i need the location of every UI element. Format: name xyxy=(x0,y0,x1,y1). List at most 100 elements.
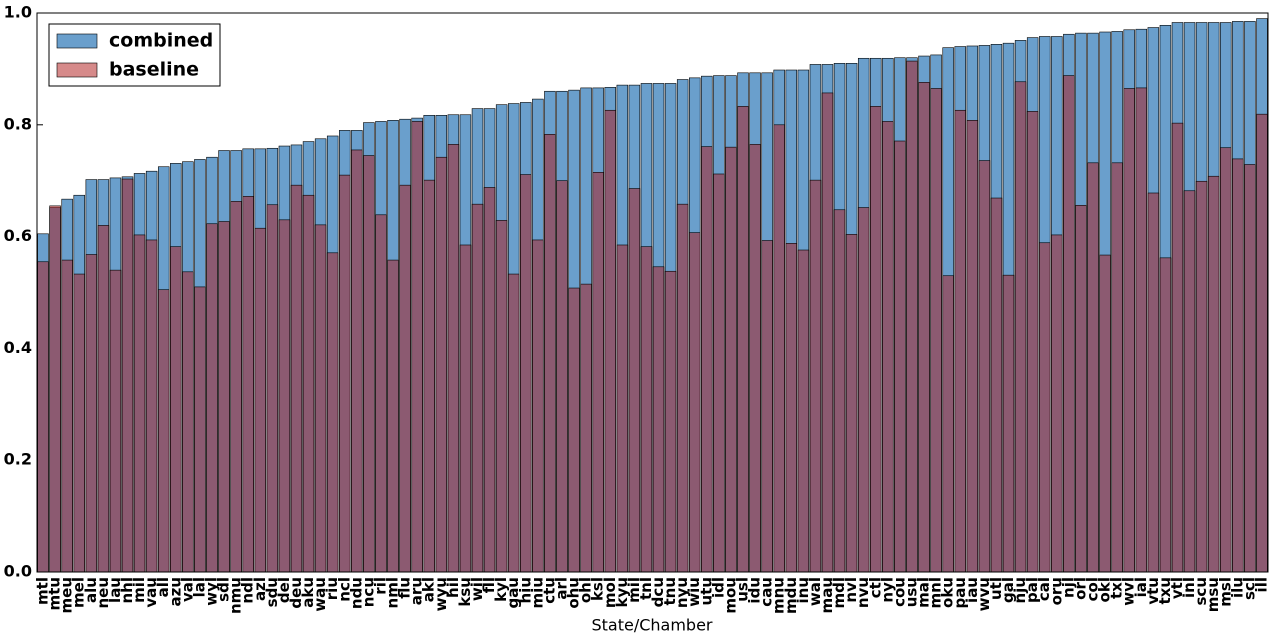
bar xyxy=(49,205,61,573)
bar xyxy=(870,106,882,573)
x-tick-label: aru xyxy=(408,577,426,605)
x-tick-label: wiu xyxy=(685,577,703,607)
bar xyxy=(242,196,254,573)
y-tick-label: 0.2 xyxy=(4,450,32,469)
x-tick-label: tnl xyxy=(637,577,655,600)
x-tick-label: oru xyxy=(1047,577,1065,605)
bar xyxy=(568,287,580,573)
x-tick-label: kyu xyxy=(613,577,631,607)
x-tick-label: mel xyxy=(70,577,88,608)
bar xyxy=(1207,175,1220,573)
x-tick-label: gal xyxy=(999,577,1017,603)
x-tick-label: ial xyxy=(1132,577,1150,597)
x-tick-label: ctu xyxy=(540,577,558,604)
bar xyxy=(97,225,110,573)
x-tick-label: fll xyxy=(480,577,498,593)
x-tick-label: msu xyxy=(1204,577,1222,612)
bar xyxy=(1038,242,1051,573)
y-tick-label: 0.0 xyxy=(4,562,32,581)
x-tick-label: usu xyxy=(902,577,920,607)
x-tick-label: riu xyxy=(323,577,341,600)
x-tick-label: nmu xyxy=(227,577,245,614)
bar xyxy=(713,173,725,573)
x-tick-label: azl xyxy=(251,577,269,601)
bar xyxy=(544,134,556,573)
bar xyxy=(1026,111,1039,573)
x-tick-label: wvl xyxy=(1120,577,1138,606)
x-tick-label: tnu xyxy=(661,577,679,606)
bar xyxy=(1099,254,1111,573)
x-tick-label: ncl xyxy=(335,577,353,602)
x-tick-label: mal xyxy=(915,577,933,608)
legend-swatch xyxy=(56,33,98,49)
x-tick-label: ksu xyxy=(456,577,474,607)
bar xyxy=(966,120,979,573)
bar xyxy=(930,88,942,573)
x-tick-label: nvl xyxy=(842,577,860,603)
x-tick-label: wyu xyxy=(432,577,450,611)
bar xyxy=(1075,204,1087,573)
x-tick-label: mtu xyxy=(46,577,64,610)
bar xyxy=(61,259,73,573)
bar xyxy=(411,121,423,573)
x-tick-label: msl xyxy=(1216,577,1234,607)
x-tick-label: vtl xyxy=(1168,577,1186,599)
plot-frame xyxy=(36,12,1269,573)
bar xyxy=(218,221,230,573)
bar xyxy=(1123,88,1135,573)
bar xyxy=(580,283,592,573)
bar xyxy=(121,178,134,573)
bar xyxy=(797,249,810,573)
bar xyxy=(1051,234,1063,573)
bar xyxy=(387,259,399,573)
x-tick-label: nvu xyxy=(854,577,872,608)
x-tick-label: miu xyxy=(528,577,546,608)
bar xyxy=(182,271,194,573)
bar xyxy=(363,155,375,573)
x-tick-label: utl xyxy=(987,577,1005,600)
x-tick-label: kyl xyxy=(492,577,510,602)
x-tick-label: mnu xyxy=(770,577,788,614)
x-tick-label: iau xyxy=(963,577,981,603)
x-tick-label: nyl xyxy=(878,577,896,603)
x-tick-label: sdl xyxy=(215,577,233,602)
x-tick-label: aku xyxy=(299,577,317,608)
bar xyxy=(314,224,327,573)
x-tick-label: mou xyxy=(721,577,739,614)
x-tick-label: mil xyxy=(130,577,148,603)
x-tick-label: oku xyxy=(939,577,957,608)
x-tick-label: hil xyxy=(444,577,462,598)
x-tick-label: deu xyxy=(287,577,305,609)
bar xyxy=(133,234,146,573)
x-tick-label: vau xyxy=(142,577,160,608)
x-tick-label: scu xyxy=(1192,577,1210,606)
x-tick-label: idu xyxy=(746,577,764,604)
bar xyxy=(833,209,846,573)
bar xyxy=(459,244,472,573)
bar xyxy=(882,121,894,573)
bar xyxy=(302,194,315,573)
bar xyxy=(266,204,279,573)
bar xyxy=(592,172,604,573)
bar xyxy=(109,269,122,573)
x-tick-label: col xyxy=(1084,577,1102,601)
bar xyxy=(978,160,991,573)
bar xyxy=(1087,162,1099,573)
bar xyxy=(689,232,701,573)
x-tick-label: inu xyxy=(794,577,812,604)
bar xyxy=(375,214,387,573)
bar xyxy=(230,201,242,573)
bar xyxy=(652,266,665,573)
y-tick-label: 0.4 xyxy=(4,338,32,357)
bar xyxy=(1159,257,1172,573)
bar xyxy=(725,146,737,573)
x-tick-label: ohl xyxy=(577,577,595,603)
x-tick-label: mol xyxy=(601,577,619,608)
x-tick-label: ncu xyxy=(359,577,377,607)
bar xyxy=(1244,164,1256,573)
x-tick-label: ohu xyxy=(565,577,583,609)
x-tick-label: val xyxy=(178,577,196,602)
bar xyxy=(278,219,291,573)
bar xyxy=(326,252,339,573)
legend-label: combined xyxy=(109,30,213,52)
